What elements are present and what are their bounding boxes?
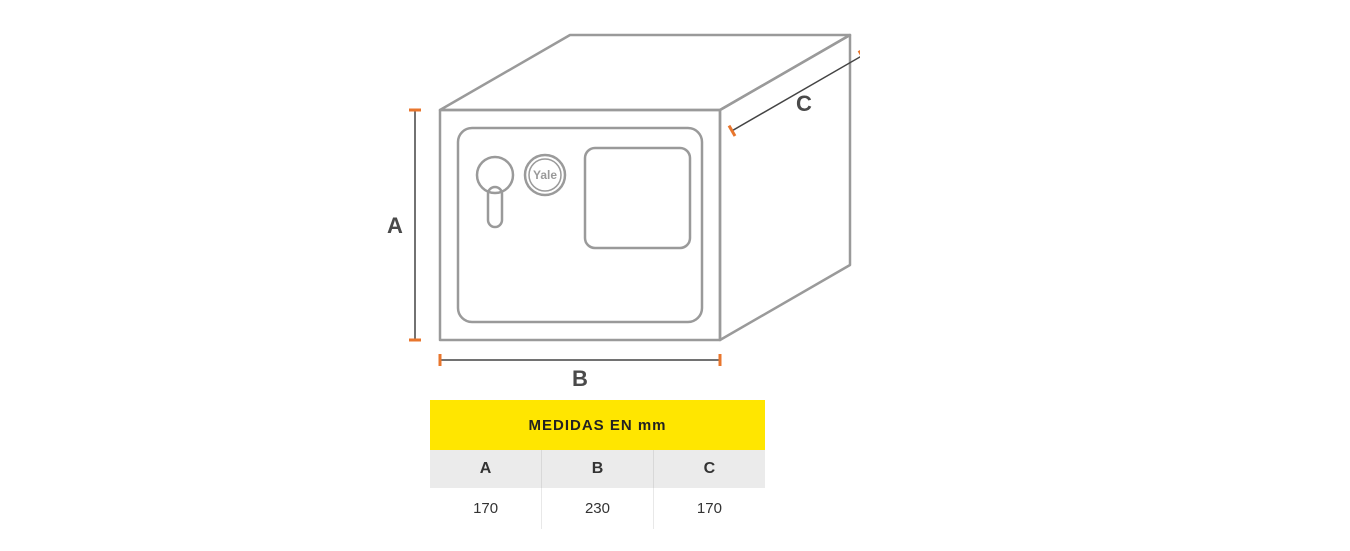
safe-svg: Yale [380, 20, 860, 400]
dimensions-table: MEDIDAS EN mm ABC 170230170 [430, 400, 765, 529]
table-cell: 170 [430, 488, 542, 529]
safe-diagram: Yale A B C [380, 20, 860, 400]
table-cell: 170 [653, 488, 765, 529]
table-row: 170230170 [430, 488, 765, 529]
dim-label-c: C [796, 91, 812, 117]
table-col-b: B [542, 450, 654, 488]
dim-label-b: B [572, 366, 588, 392]
table-col-a: A [430, 450, 542, 488]
dim-label-a: A [387, 213, 403, 239]
table-title: MEDIDAS EN mm [430, 400, 765, 450]
table-cell: 230 [542, 488, 654, 529]
svg-text:Yale: Yale [533, 168, 557, 182]
table-col-c: C [653, 450, 765, 488]
